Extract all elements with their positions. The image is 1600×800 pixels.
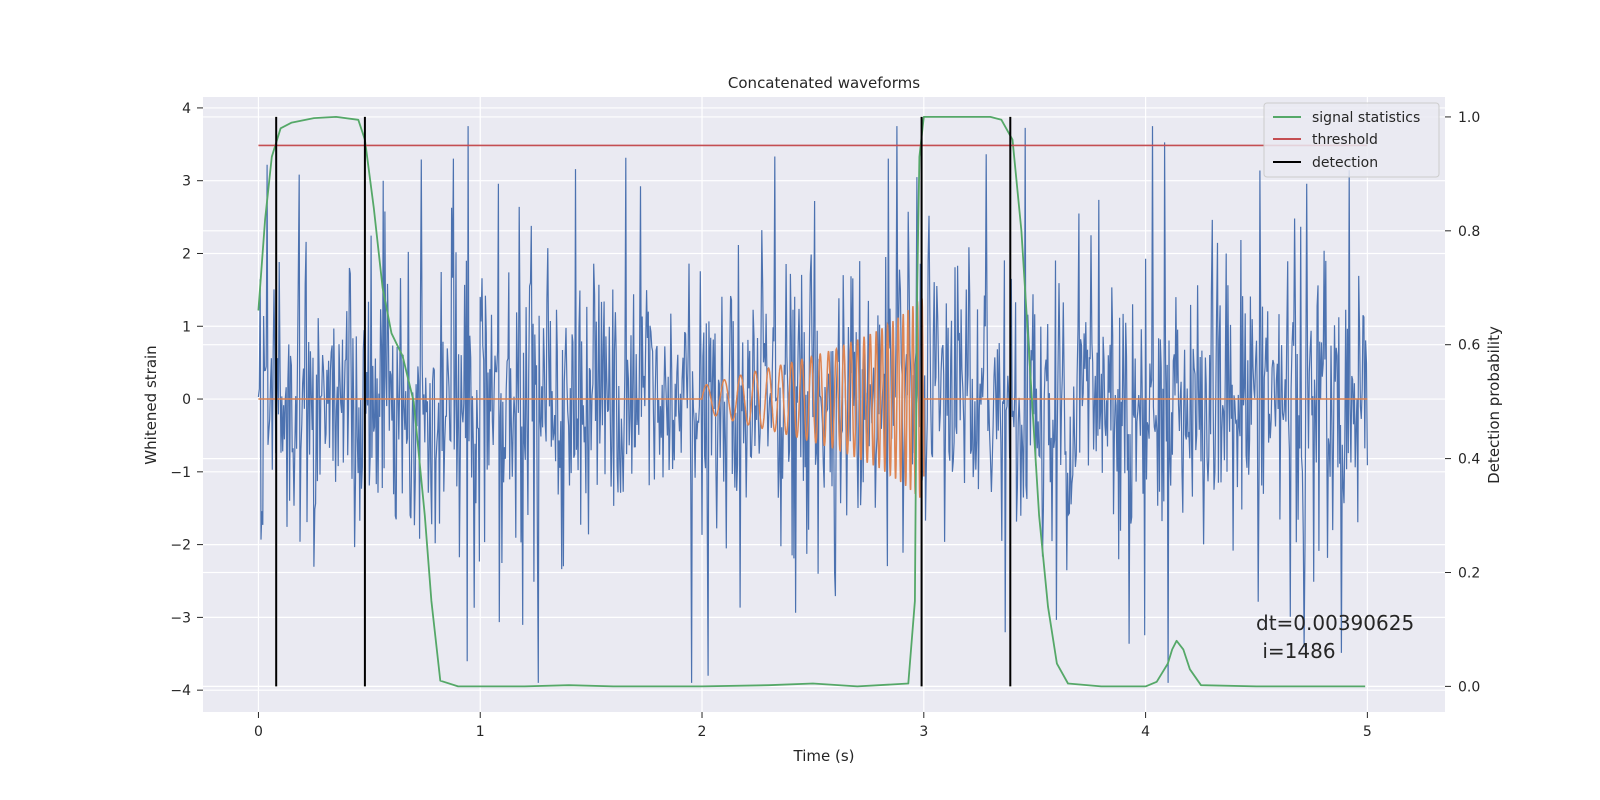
y-axis-label: Whitened strain <box>142 345 160 464</box>
x-axis-label: Time (s) <box>793 747 855 765</box>
x-tick-label: 5 <box>1363 724 1372 740</box>
chart-title: Concatenated waveforms <box>728 74 920 92</box>
legend-label-threshold: threshold <box>1312 132 1378 148</box>
annotation-dt: dt=0.00390625 <box>1256 611 1414 635</box>
y2-tick-label: 1.0 <box>1458 110 1480 126</box>
x-tick-label: 4 <box>1141 724 1150 740</box>
legend: signal statistics threshold detection <box>1263 102 1440 178</box>
x-tick-label: 1 <box>476 724 485 740</box>
series-detection <box>275 116 1012 687</box>
y2-tick-label: 0.4 <box>1458 452 1480 468</box>
x-tick-label: 2 <box>698 724 707 740</box>
annotation-index: i=1486 <box>1256 639 1336 663</box>
series-whitened-strain <box>257 126 1368 683</box>
whitened-strain-line <box>257 126 1368 683</box>
y-tick-label: −1 <box>170 465 191 481</box>
series-signal-statistics <box>257 116 1366 688</box>
legend-box <box>1263 102 1440 178</box>
y2-tick-label: 0.2 <box>1458 565 1480 581</box>
y2-tick-label: 0.6 <box>1458 338 1480 354</box>
y-tick-label: 4 <box>182 101 191 117</box>
injected-chirp-line <box>258 298 1368 498</box>
y-tick-label: 3 <box>182 174 191 190</box>
ticks: 0 1 2 3 4 5 −4 −3 −2 −1 0 1 2 3 4 0.0 0.2 0.4 0.6 0.8 1.0 <box>170 101 1480 740</box>
y-tick-label: −4 <box>170 683 191 699</box>
signal-statistics-line <box>257 116 1366 688</box>
y-tick-label: 1 <box>182 319 191 335</box>
y-tick-label: 2 <box>182 246 191 262</box>
x-tick-label: 3 <box>919 724 928 740</box>
y-tick-label: 0 <box>182 392 191 408</box>
series-injected-chirp <box>258 298 1368 498</box>
y-tick-label: −2 <box>170 538 191 554</box>
y2-axis-label: Detection probability <box>1485 326 1503 484</box>
legend-label-detection: detection <box>1312 155 1378 171</box>
y2-tick-label: 0.8 <box>1458 224 1480 240</box>
y-tick-label: −3 <box>170 610 191 626</box>
y2-tick-label: 0.0 <box>1458 679 1480 695</box>
legend-label-signal-statistics: signal statistics <box>1312 110 1420 126</box>
annotation: dt=0.00390625 i=1486 <box>1256 611 1414 663</box>
x-tick-label: 0 <box>254 724 263 740</box>
